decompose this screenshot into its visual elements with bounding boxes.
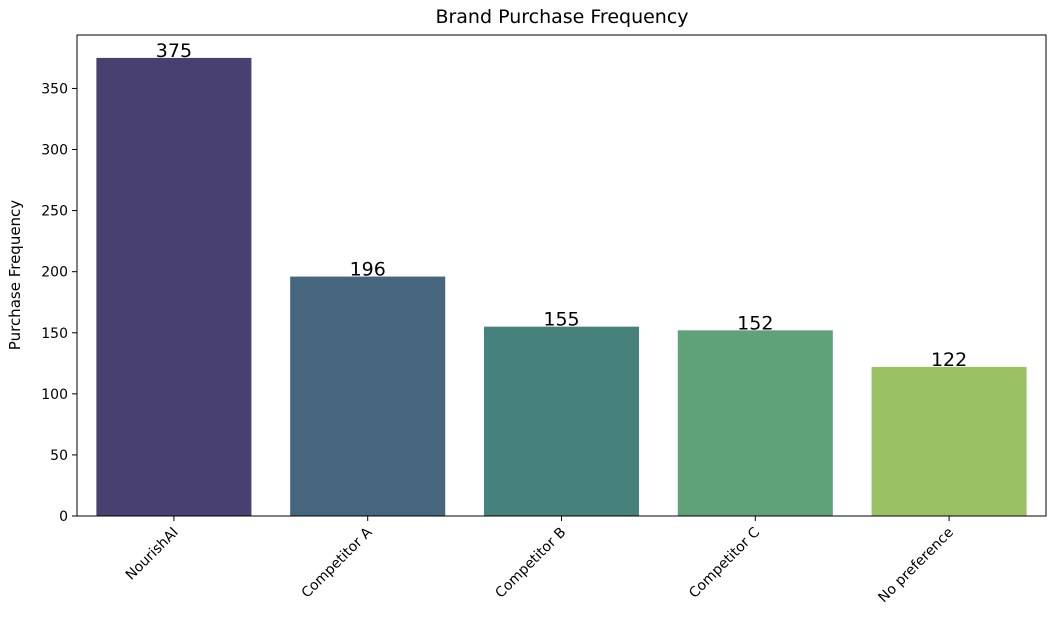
bar-competitor-c	[677, 330, 833, 516]
y-tick-label: 350	[41, 81, 68, 97]
data-label-competitor-c: 152	[737, 312, 773, 334]
x-tick-label-nourishai: NourishAI	[123, 525, 182, 584]
y-axis-label: Purchase Frequency	[6, 200, 24, 350]
data-label-no-preference: 122	[931, 349, 967, 371]
y-tick-label: 50	[50, 448, 68, 464]
y-tick-label: 0	[59, 509, 68, 525]
chart-title: Brand Purchase Frequency	[435, 6, 688, 28]
data-label-competitor-a: 196	[350, 259, 386, 281]
data-label-nourishai: 375	[156, 40, 192, 62]
y-tick-label: 150	[41, 326, 68, 342]
x-tick-label-no-preference: No preference	[875, 525, 956, 606]
y-tick-label: 200	[41, 265, 68, 281]
data-label-competitor-b: 155	[543, 309, 579, 331]
y-tick-label: 250	[41, 204, 68, 220]
x-tick-label-competitor-b: Competitor B	[492, 525, 569, 602]
y-tick-label: 100	[41, 387, 68, 403]
plot-area: 375 NourishAI 196 Competitor A 155 Competitor…	[41, 34, 1047, 606]
bar-nourishai	[96, 57, 252, 517]
axes-frame	[76, 34, 1047, 517]
bar-no-preference	[871, 366, 1027, 516]
x-tick-label-competitor-a: Competitor A	[299, 524, 376, 601]
y-tick-label: 300	[41, 143, 68, 159]
x-tick-label-competitor-c: Competitor C	[686, 524, 763, 601]
bar-competitor-a	[290, 276, 446, 516]
bar-competitor-b	[483, 326, 640, 516]
